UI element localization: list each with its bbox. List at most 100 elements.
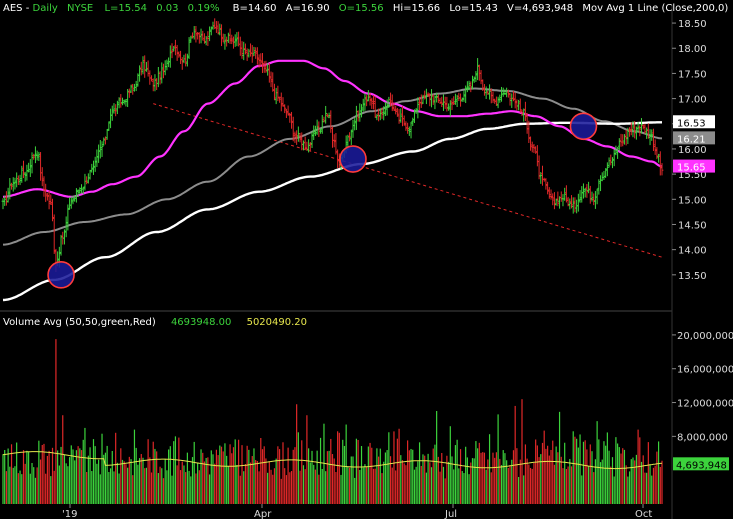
price-bar bbox=[378, 108, 382, 121]
price-bar bbox=[168, 45, 172, 68]
price-bar bbox=[35, 150, 39, 161]
price-bar bbox=[23, 171, 27, 182]
price-bar bbox=[611, 157, 614, 169]
price-bar bbox=[556, 191, 560, 207]
price-bar bbox=[484, 86, 488, 99]
price-bar bbox=[363, 93, 367, 111]
price-bar bbox=[126, 89, 130, 108]
price-bar bbox=[658, 151, 662, 176]
price-tick-label: 18.00 bbox=[678, 44, 707, 55]
price-tick-label: 14.00 bbox=[678, 246, 707, 257]
price-bar bbox=[407, 126, 411, 136]
price-bar bbox=[115, 100, 119, 115]
price-bar bbox=[85, 176, 89, 185]
price-bar bbox=[271, 72, 275, 92]
price-bar bbox=[399, 108, 403, 123]
header-period: Daily bbox=[32, 3, 58, 14]
price-bar bbox=[45, 192, 49, 201]
price-bar bbox=[291, 116, 295, 142]
price-bar bbox=[571, 197, 575, 214]
price-bar bbox=[365, 95, 369, 107]
price-tick-label: 16.00 bbox=[678, 145, 707, 156]
price-bar bbox=[81, 186, 85, 195]
price-bar bbox=[16, 175, 20, 185]
price-bar bbox=[97, 144, 101, 163]
price-bar bbox=[332, 134, 336, 148]
price-bar bbox=[121, 97, 124, 106]
price-bar bbox=[250, 45, 254, 63]
price-bar bbox=[498, 94, 502, 103]
price-bar bbox=[491, 91, 495, 103]
price-bar bbox=[93, 156, 97, 172]
price-bar bbox=[588, 185, 592, 204]
price-bar bbox=[285, 108, 288, 119]
price-bar bbox=[614, 145, 618, 156]
price-bar bbox=[160, 62, 164, 84]
price-label-text: 16.53 bbox=[677, 118, 706, 129]
price-bar bbox=[203, 33, 206, 44]
price-bar bbox=[95, 149, 99, 167]
price-bar bbox=[529, 136, 532, 151]
price-bar bbox=[409, 121, 413, 139]
price-tick-label: 13.50 bbox=[678, 271, 707, 282]
price-bar bbox=[218, 23, 222, 36]
price-bar bbox=[216, 21, 220, 35]
price-bar bbox=[513, 92, 517, 109]
price-bar bbox=[653, 139, 657, 155]
price-bar bbox=[47, 190, 51, 210]
price-bar bbox=[177, 51, 181, 58]
price-bar bbox=[546, 181, 550, 195]
header-exchange: NYSE bbox=[67, 3, 94, 14]
price-bar bbox=[360, 104, 363, 118]
volume-average-line bbox=[2, 451, 663, 470]
price-bar bbox=[8, 177, 12, 200]
price-bar bbox=[494, 96, 498, 106]
price-bar bbox=[435, 92, 439, 103]
price-bar bbox=[389, 92, 392, 107]
price-bar bbox=[426, 92, 430, 98]
price-bar bbox=[496, 96, 500, 109]
price-bar bbox=[296, 126, 300, 142]
price-bar bbox=[51, 198, 54, 222]
moving-averages-layer bbox=[2, 59, 663, 302]
price-bar bbox=[530, 141, 534, 153]
price-bar bbox=[76, 189, 80, 198]
header-bid: B=14.60 bbox=[232, 3, 277, 14]
price-bar bbox=[418, 96, 421, 111]
price-bar bbox=[52, 214, 56, 254]
price-bar bbox=[180, 57, 184, 70]
circle-resistance-sep bbox=[569, 112, 598, 141]
price-bar bbox=[518, 98, 522, 113]
volume-average-layer bbox=[2, 451, 663, 470]
price-bar bbox=[604, 168, 608, 178]
price-bar bbox=[645, 127, 649, 139]
price-bar bbox=[276, 85, 280, 102]
price-bar bbox=[5, 191, 8, 206]
price-bar bbox=[73, 195, 77, 202]
price-bar bbox=[158, 71, 162, 85]
price-bar bbox=[372, 95, 375, 110]
price-bar bbox=[261, 52, 264, 73]
header-change-pct: 0.19% bbox=[187, 3, 220, 14]
price-bar bbox=[194, 26, 198, 43]
circle-low-dec bbox=[47, 261, 75, 289]
price-bar bbox=[131, 83, 135, 95]
header-last: L=15.54 bbox=[104, 3, 148, 14]
price-bar bbox=[90, 163, 94, 173]
price-bar bbox=[428, 93, 432, 107]
price-bar bbox=[517, 99, 520, 111]
price-bar bbox=[32, 153, 36, 160]
volume-bars-layer bbox=[2, 339, 663, 504]
price-bar bbox=[512, 90, 515, 102]
price-bar bbox=[325, 113, 329, 118]
price-bar bbox=[110, 105, 114, 121]
price-bar bbox=[199, 28, 203, 44]
price-bar bbox=[587, 181, 590, 194]
price-bar bbox=[551, 193, 555, 206]
price-bar bbox=[416, 97, 420, 119]
price-bar bbox=[423, 90, 427, 100]
price-bar bbox=[165, 59, 169, 71]
price-bar bbox=[221, 33, 225, 43]
price-tick-label: 15.50 bbox=[678, 170, 707, 181]
price-bar bbox=[380, 107, 384, 119]
